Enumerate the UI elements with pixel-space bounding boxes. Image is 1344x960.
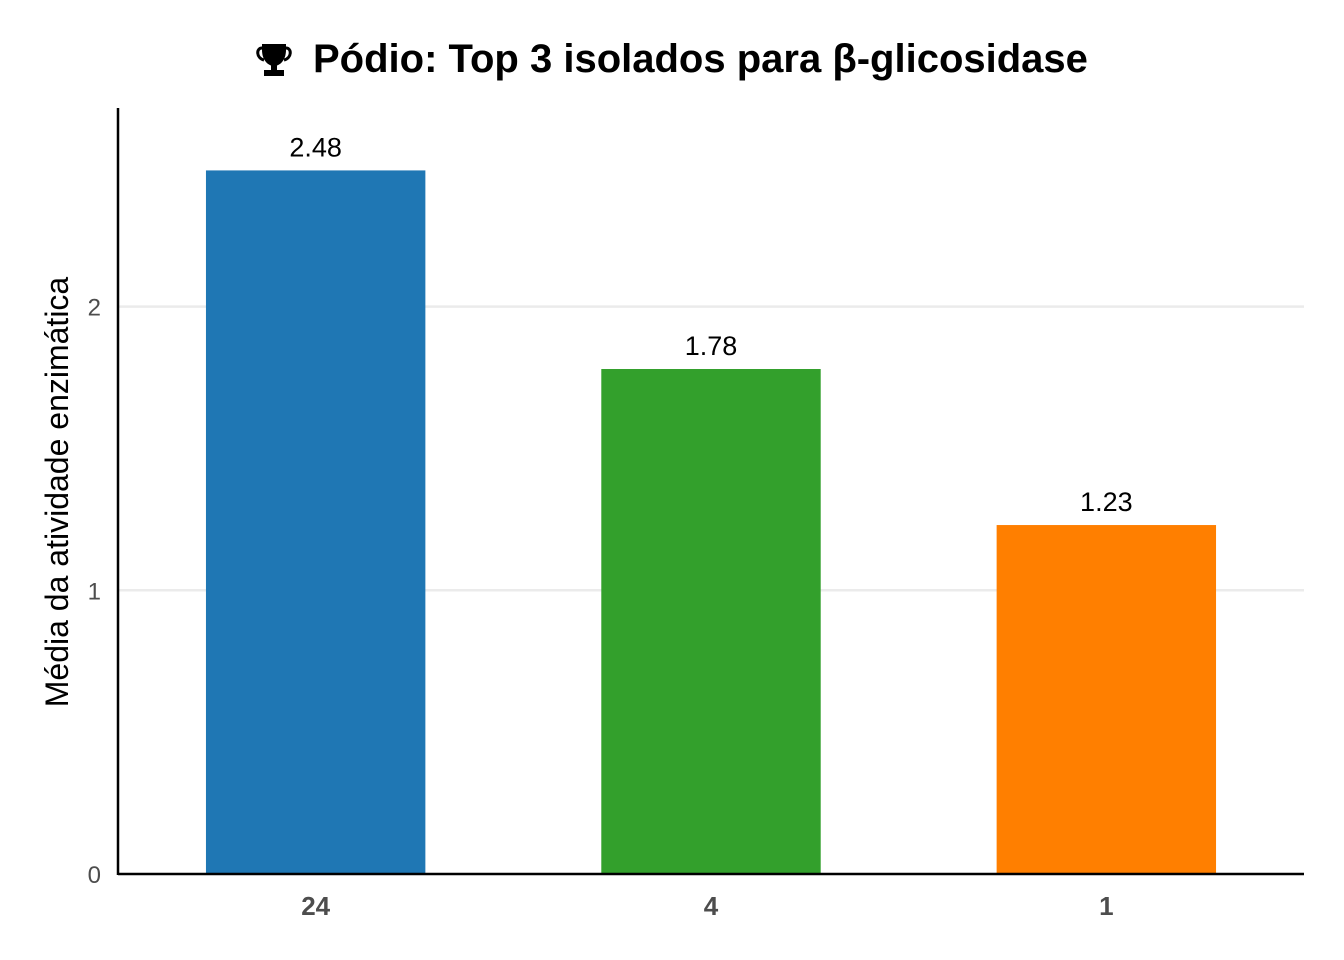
value-label-24: 2.48 [289,132,342,162]
value-labels: 2.48 1.78 1.23 [289,132,1132,517]
x-tick-label-24: 24 [301,891,330,921]
x-tick-label-4: 4 [704,891,719,921]
y-axis-ticks: 0 1 2 [88,295,101,889]
y-tick-label-2: 2 [88,295,101,322]
bar-1 [996,525,1217,874]
x-axis-ticks: 24 4 1 [301,891,1113,921]
value-label-4: 1.78 [685,331,738,361]
value-label-1: 1.23 [1080,487,1133,517]
x-tick-label-1: 1 [1099,891,1113,921]
chart-title: Pódio: Top 3 isolados para β-glicosidase [313,37,1088,81]
y-tick-label-0: 0 [88,862,101,889]
bars [205,170,1217,875]
trophy-icon [256,44,292,76]
y-axis-label: Média da atividade enzimática [39,277,75,708]
y-tick-label-1: 1 [88,578,101,605]
bar-4 [601,369,821,874]
chart-title-group: Pódio: Top 3 isolados para β-glicosidase [256,37,1088,81]
bar-24 [205,170,426,875]
